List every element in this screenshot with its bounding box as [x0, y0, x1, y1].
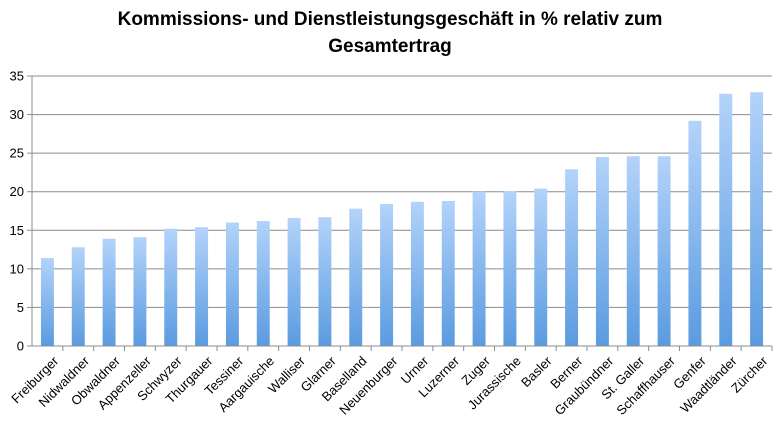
- bar-basler: [534, 188, 548, 346]
- bar-layer: [40, 92, 764, 346]
- bar-tessiner: [225, 222, 239, 346]
- y-tick-label: 20: [10, 184, 24, 199]
- bar-neuenburger: [380, 204, 394, 346]
- bar-luzerner: [441, 200, 455, 346]
- bar-aargauische: [256, 221, 270, 346]
- y-tick-label: 5: [17, 300, 24, 315]
- bar-freiburger: [40, 258, 54, 346]
- y-tick-label: 0: [17, 339, 24, 354]
- bar-waadtländer: [719, 93, 733, 346]
- bar-st-galler: [626, 156, 640, 346]
- bar-thurgauer: [195, 227, 209, 346]
- bar-zürcher: [750, 92, 764, 346]
- bar-graubündner: [595, 157, 609, 346]
- y-tick-label: 30: [10, 107, 24, 122]
- bar-urner: [410, 201, 424, 346]
- y-tick-label: 35: [10, 69, 24, 84]
- chart-title-line-2: Gesamtertrag: [328, 36, 452, 57]
- chart-title: Kommissions- und Dienstleistungsgeschäft…: [0, 6, 780, 60]
- axis-layer: [27, 75, 773, 351]
- grid-layer: [32, 75, 772, 308]
- bar-glarner: [318, 217, 332, 346]
- bar-jurassische: [503, 190, 517, 346]
- bar-obwaldner: [102, 238, 116, 346]
- y-tick-label: 15: [10, 223, 24, 238]
- bar-genfer: [688, 120, 702, 346]
- bar-baselland: [349, 208, 363, 346]
- bar-berner: [565, 169, 579, 346]
- bar-zuger: [472, 191, 486, 346]
- y-tick-label: 25: [10, 146, 24, 161]
- chart-title-line-1: Kommissions- und Dienstleistungsgeschäft…: [117, 9, 663, 30]
- bar-nidwaldner: [71, 247, 85, 346]
- bar-schaffhauser: [657, 156, 671, 346]
- bar-walliser: [287, 217, 301, 346]
- bar-schwyzer: [164, 228, 178, 346]
- y-tick-label: 10: [10, 261, 24, 276]
- bar-appenzeller: [133, 237, 147, 346]
